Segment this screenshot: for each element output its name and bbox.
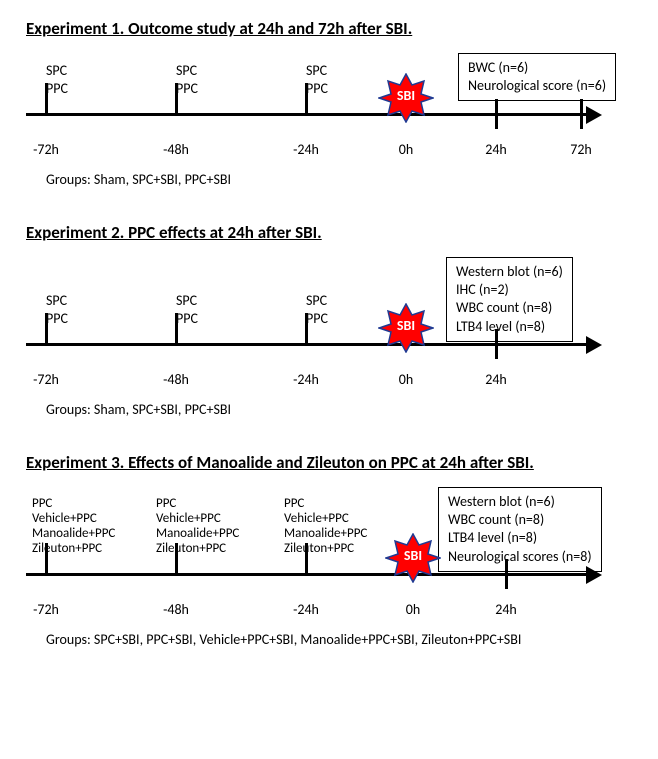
time-label: -24h (293, 371, 319, 388)
outcome-line: WBC count (n=8) (456, 299, 563, 317)
experiment-title: Experiment 1. Outcome study at 24h and 7… (26, 18, 632, 39)
time-label: 24h (485, 141, 507, 158)
time-label: 0h (399, 141, 413, 158)
tick-mark (45, 313, 48, 343)
tick-mark (175, 83, 178, 113)
time-label: 24h (495, 601, 517, 618)
tick-mark (495, 99, 498, 129)
timepoint-treatment-labels: SPCPPC (46, 292, 68, 327)
timepoint-treatment-labels: SPCPPC (176, 62, 198, 97)
timeline-axis: SBI (26, 327, 632, 367)
axis-line (26, 113, 586, 116)
time-label: -24h (293, 141, 319, 158)
tick-mark (495, 329, 498, 359)
timepoint-treatment-labels: SPCPPC (306, 62, 328, 97)
timepoint-treatment-labels: PPCVehicle+PPCManoalide+PPCZileuton+PPC (156, 497, 239, 557)
time-label: -48h (163, 371, 189, 388)
groups-text: Groups: SPC+SBI, PPC+SBI, Vehicle+PPC+SB… (46, 631, 632, 648)
experiment-block: Experiment 3. Effects of Manoalide and Z… (26, 452, 632, 648)
axis-line (26, 343, 586, 346)
arrowhead-icon (586, 566, 602, 584)
tick-mark (305, 313, 308, 343)
timepoint-treatment-labels: SPCPPC (176, 292, 198, 327)
groups-text: Groups: Sham, SPC+SBI, PPC+SBI (46, 171, 632, 188)
timeline-axis: SBI (26, 557, 632, 597)
time-label: -24h (293, 601, 319, 618)
time-label: 72h (570, 141, 592, 158)
tick-mark (45, 83, 48, 113)
outcome-line: LTB4 level (n=8) (448, 529, 592, 547)
arrowhead-icon (586, 106, 602, 124)
outcome-line: WBC count (n=8) (448, 511, 592, 529)
outcome-line: Western blot (n=6) (456, 263, 563, 281)
outcome-line: Neurological score (n=6) (468, 77, 606, 95)
time-label: -48h (163, 601, 189, 618)
labels-row: PPCVehicle+PPCManoalide+PPCZileuton+PPC P… (26, 487, 632, 557)
arrowhead-icon (586, 336, 602, 354)
tick-mark (305, 83, 308, 113)
experiment-block: Experiment 2. PPC effects at 24h after S… (26, 222, 632, 418)
timeline-axis: SBI (26, 97, 632, 137)
experiment-title: Experiment 3. Effects of Manoalide and Z… (26, 452, 632, 473)
outcome-line: IHC (n=2) (456, 281, 563, 299)
timepoint-treatment-labels: SPCPPC (306, 292, 328, 327)
outcome-box: BWC (n=6)Neurological score (n=6) (458, 53, 616, 101)
time-label: -48h (163, 141, 189, 158)
time-label: 0h (406, 601, 420, 618)
time-label: 24h (485, 371, 507, 388)
timepoint-treatment-labels: PPCVehicle+PPCManoalide+PPCZileuton+PPC (284, 497, 367, 557)
tick-mark (505, 559, 508, 589)
tick-mark (405, 313, 408, 343)
time-labels-row: -72h -48h -24h 0h 24h 72h (26, 141, 632, 163)
tick-mark (175, 543, 178, 573)
labels-row: SPCPPC SPCPPC SPCPPC BWC (n=6)Neurological … (26, 53, 632, 97)
outcome-line: Western blot (n=6) (448, 493, 592, 511)
time-labels-row: -72h -48h -24h 0h 24h (26, 371, 632, 393)
outcome-line: BWC (n=6) (468, 59, 606, 77)
experiment-title: Experiment 2. PPC effects at 24h after S… (26, 222, 632, 243)
tick-mark (175, 313, 178, 343)
time-label: -72h (33, 601, 59, 618)
tick-mark (405, 83, 408, 113)
tick-mark (45, 543, 48, 573)
groups-text: Groups: Sham, SPC+SBI, PPC+SBI (46, 401, 632, 418)
axis-line (26, 573, 586, 576)
tick-mark (412, 543, 415, 573)
experiment-block: Experiment 1. Outcome study at 24h and 7… (26, 18, 632, 188)
time-label: -72h (33, 371, 59, 388)
time-labels-row: -72h -48h -24h 0h 24h (26, 601, 632, 623)
figure-root: Experiment 1. Outcome study at 24h and 7… (26, 18, 632, 648)
labels-row: SPCPPC SPCPPC SPCPPC Western blot (n=6)IHC … (26, 257, 632, 327)
time-label: 0h (399, 371, 413, 388)
tick-mark (580, 99, 583, 129)
timepoint-treatment-labels: SPCPPC (46, 62, 68, 97)
tick-mark (305, 543, 308, 573)
time-label: -72h (33, 141, 59, 158)
